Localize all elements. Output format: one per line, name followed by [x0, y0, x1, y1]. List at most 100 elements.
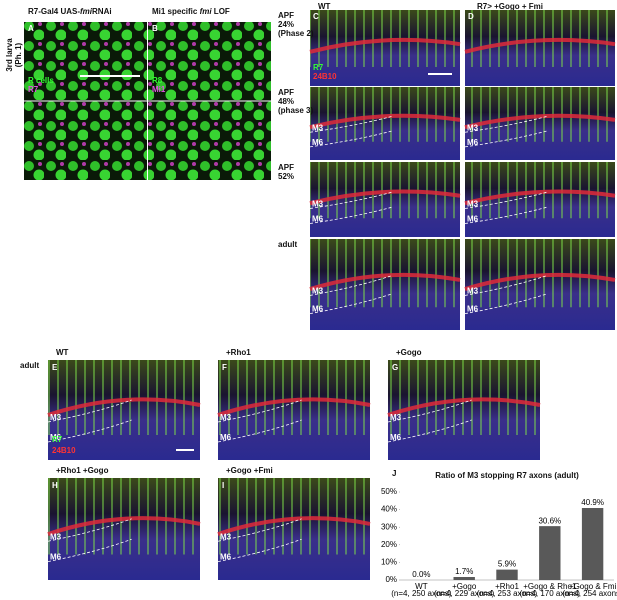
panel-letter: C — [313, 12, 319, 21]
layer-label: M3 — [312, 123, 324, 132]
layer-line — [47, 538, 132, 563]
column-title: R7> +Gogo + Fmi — [477, 2, 543, 11]
x-tick-label: WT — [415, 582, 428, 591]
layer-label: M6 — [467, 215, 479, 224]
axon-fibers — [310, 239, 460, 308]
title-part: Mi1 specific — [152, 7, 200, 16]
panel-title: +Rho1 +Gogo — [56, 466, 109, 475]
medulla-band — [309, 272, 461, 291]
layer-line — [217, 518, 302, 542]
medulla-band — [217, 397, 371, 417]
stage-label: (phase 3) — [278, 106, 313, 115]
layer-line — [464, 130, 548, 148]
layer-label: M3 — [312, 200, 324, 209]
x-tick-sublabel: (n=4, 170 axons) — [520, 589, 581, 598]
stage-label: 48% — [278, 97, 294, 106]
stage-label: APF — [278, 163, 294, 172]
axon-fibers — [48, 360, 200, 435]
stain-label: R7 — [313, 63, 324, 72]
panel-title: +Rho1 — [226, 348, 251, 357]
layer-label: M6 — [220, 433, 232, 442]
layer-label: M6 — [50, 433, 62, 442]
medulla-band — [464, 272, 616, 291]
layer-line — [464, 206, 548, 224]
layer-line — [387, 419, 472, 443]
layer-line — [47, 399, 132, 423]
bar — [581, 508, 604, 580]
layer-label: M6 — [220, 553, 232, 562]
layer-line — [47, 518, 132, 542]
medulla-band — [309, 189, 461, 206]
layer-label: M6 — [312, 138, 324, 147]
layer-label: M6 — [50, 553, 62, 562]
layer-label: M6 — [312, 305, 324, 314]
stage-label: APF — [278, 11, 294, 20]
title-part: fmi — [80, 7, 93, 16]
panel-title: +Gogo — [396, 348, 422, 357]
layer-label: M6 — [467, 138, 479, 147]
y-tick-label: 20% — [381, 540, 397, 549]
layer-label: M3 — [467, 123, 479, 132]
layer-line — [464, 275, 548, 296]
layer-line — [309, 115, 393, 133]
axon-fibers — [218, 360, 370, 435]
layer-line — [309, 293, 393, 315]
panel-letter: F — [222, 363, 227, 372]
axon-fibers — [218, 478, 370, 555]
medulla-band — [464, 37, 616, 54]
medulla-band — [464, 113, 616, 130]
title-part: RNAi — [92, 7, 112, 16]
bar — [496, 569, 518, 580]
layer-label: M3 — [50, 532, 62, 541]
stain-label: R cells — [28, 76, 54, 85]
layer-label: M6 — [390, 433, 402, 442]
y-tick-label: 30% — [381, 522, 397, 531]
stage-label: adult — [278, 240, 297, 249]
panel-letter: G — [392, 363, 398, 372]
panel-title: R7-Gal4 UAS-fmiRNAi — [28, 7, 112, 16]
panel-letter: E — [52, 363, 58, 372]
layer-line — [309, 275, 393, 296]
axon-fibers — [465, 239, 615, 308]
value-label: 40.9% — [581, 498, 604, 507]
labels: 3rd larva (Ph. 1) R7-Gal4 UAS-fmiRNAi Mi… — [5, 2, 543, 370]
layer-line — [464, 115, 548, 133]
layer-line — [217, 399, 302, 423]
layer-line — [309, 206, 393, 224]
layer-line — [309, 191, 393, 209]
layer-line — [464, 191, 548, 209]
layer-line — [217, 419, 302, 443]
y-tick-label: 10% — [381, 558, 397, 567]
panel-letter: J — [392, 469, 396, 478]
layer-label: M3 — [220, 413, 232, 422]
layer-label: M3 — [312, 287, 324, 296]
layer-line — [217, 538, 302, 563]
bar — [453, 577, 475, 580]
stage-label: 24% — [278, 20, 294, 29]
x-tick-sublabel: (n=4, 254 axons) — [562, 589, 617, 598]
y-tick-label: 50% — [381, 487, 397, 496]
y-tick-label: 0% — [385, 575, 397, 584]
x-tick-label: +Gogo & Fmi — [569, 582, 617, 591]
title-part: R7-Gal4 UAS- — [28, 7, 80, 16]
medulla-band — [47, 397, 201, 417]
chart-title: Ratio of M3 stopping R7 axons (adult) — [435, 471, 579, 480]
x-tick-label: +Gogo & Rho1 — [523, 582, 577, 591]
title-part: fmi — [200, 7, 213, 16]
stain-label: R8 — [152, 76, 163, 85]
value-label: 30.6% — [538, 516, 561, 525]
stage-label: APF — [278, 88, 294, 97]
layer-label: M6 — [312, 215, 324, 224]
stain-label: Mi1 — [152, 85, 166, 94]
stage-label: (Phase 2) — [278, 29, 314, 38]
medulla-band — [217, 516, 371, 536]
panel-letter: D — [468, 12, 474, 21]
layer-line — [309, 130, 393, 148]
value-label: 5.9% — [498, 560, 516, 569]
column-title: WT — [318, 2, 331, 11]
adult-label: adult — [20, 361, 39, 370]
panel-letter: I — [222, 481, 224, 490]
layer-label: M3 — [50, 413, 62, 422]
stain-label: R7 — [52, 435, 63, 444]
bar — [539, 526, 561, 580]
